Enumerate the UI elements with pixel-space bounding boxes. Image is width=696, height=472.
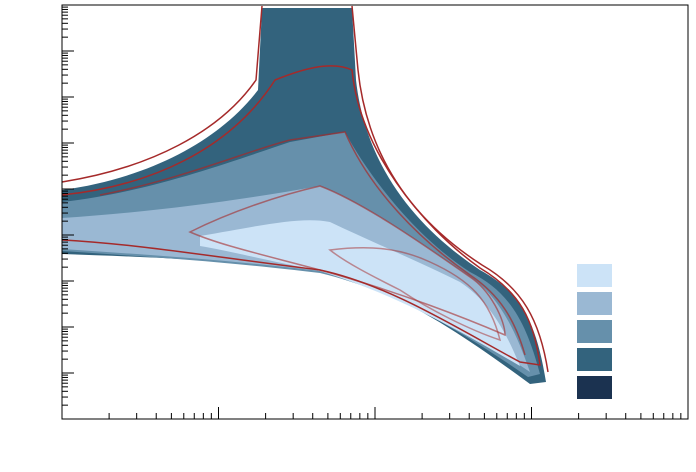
- legend-swatch: [577, 264, 612, 287]
- contour-line: [188, 185, 506, 337]
- density-regions: [62, 8, 546, 384]
- density-region: [200, 220, 520, 366]
- legend-swatch: [577, 348, 612, 371]
- contour-line: [99, 131, 526, 356]
- contours: [61, 5, 549, 373]
- legend: [577, 264, 612, 399]
- contour-line: [328, 247, 502, 342]
- density-region: [62, 186, 530, 372]
- legend-swatch: [577, 320, 612, 343]
- legend-swatch: [577, 376, 612, 399]
- contour-line: [61, 5, 549, 373]
- legend-swatch: [577, 292, 612, 315]
- contour-line: [61, 65, 541, 366]
